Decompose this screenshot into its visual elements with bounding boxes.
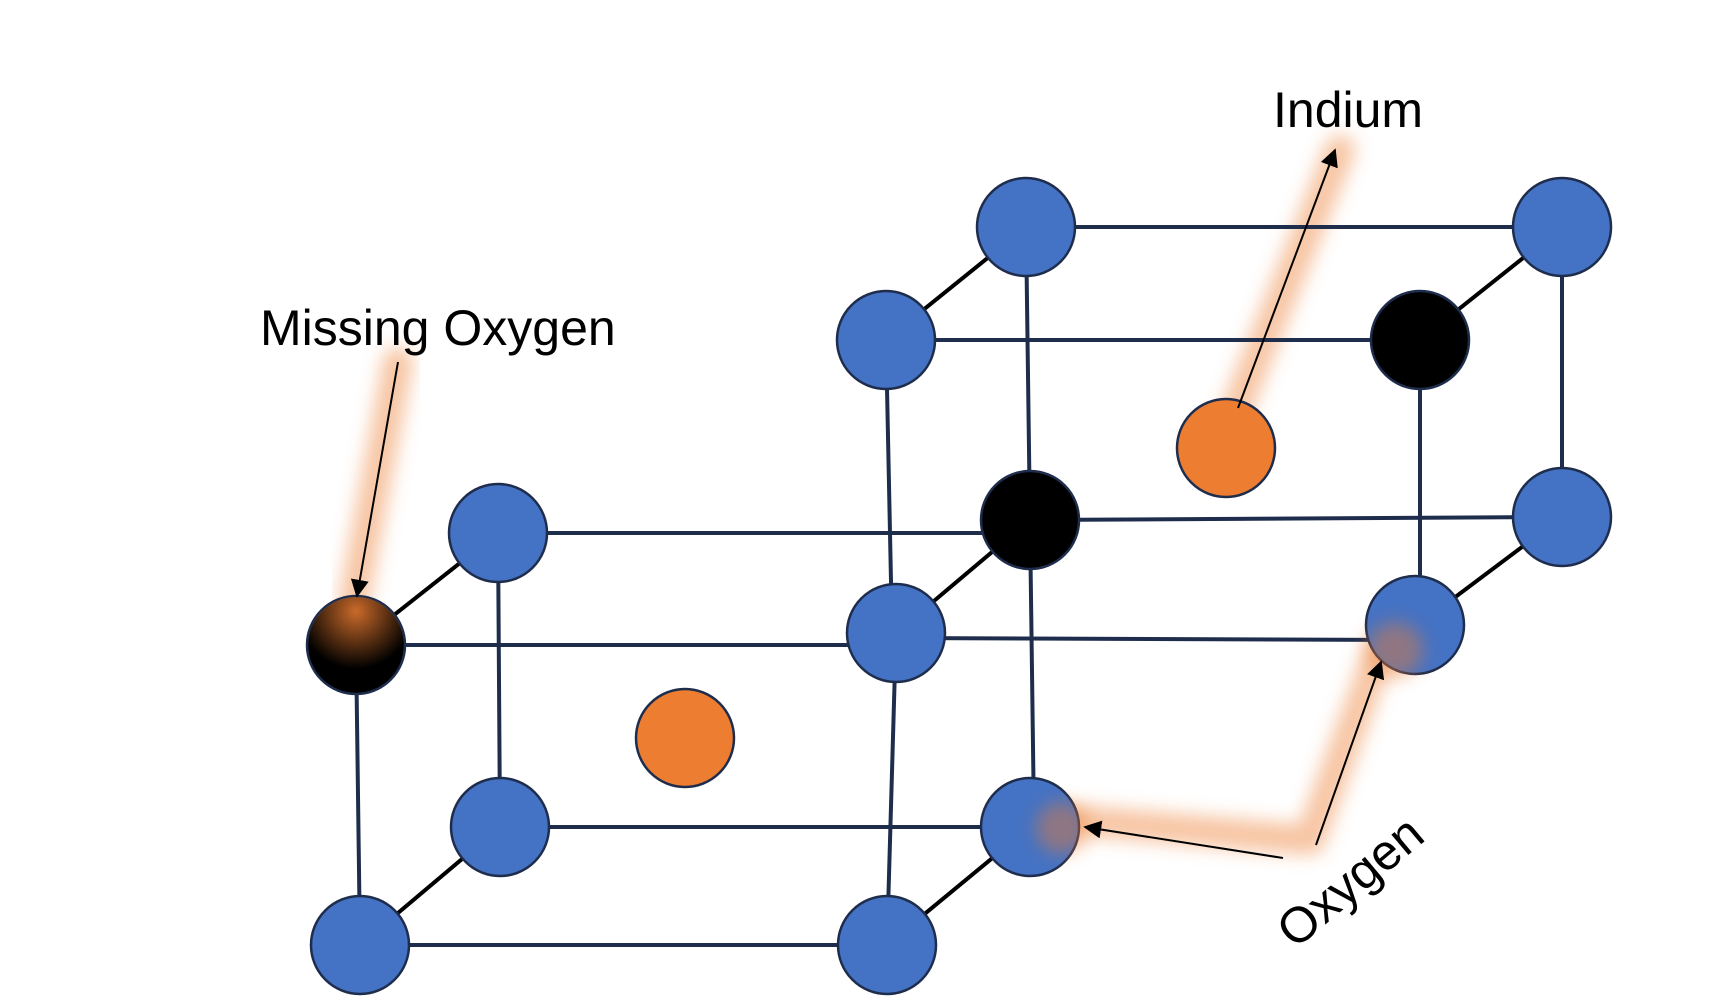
oxygen-atom — [975, 176, 1077, 278]
oxygen-atom — [447, 482, 549, 584]
missing-oxygen-label: Missing Oxygen — [260, 300, 616, 356]
indium-atom — [634, 687, 736, 789]
oxygen-atom — [836, 894, 938, 996]
oxygen-atom — [1511, 176, 1613, 278]
bond — [1028, 515, 1564, 522]
bond — [894, 636, 1417, 642]
oxygen-atom — [835, 289, 937, 391]
bond — [885, 631, 898, 947]
lattice-atoms — [305, 176, 1613, 996]
oxygen-arrow-left — [1083, 820, 1284, 859]
missing-oxygen-arrow — [350, 361, 399, 598]
indium-label: Indium — [1273, 82, 1423, 138]
oxygen-arrow-right — [1315, 660, 1385, 846]
missing-oxygen-atom — [305, 594, 407, 696]
missing-oxygen-atom — [1369, 289, 1471, 391]
oxygen-atom — [845, 582, 947, 684]
annotation-arrows — [350, 148, 1385, 859]
oxygen-atom — [309, 894, 411, 996]
indium-arrow — [1237, 148, 1338, 409]
highlighted-oxygen-atom — [979, 776, 1088, 878]
oxygen-glow — [1060, 635, 1395, 855]
missing-oxygen-atom — [979, 469, 1081, 571]
oxygen-atom — [449, 776, 551, 878]
oxygen-atom — [1511, 466, 1613, 568]
indium-atom — [1175, 397, 1277, 499]
